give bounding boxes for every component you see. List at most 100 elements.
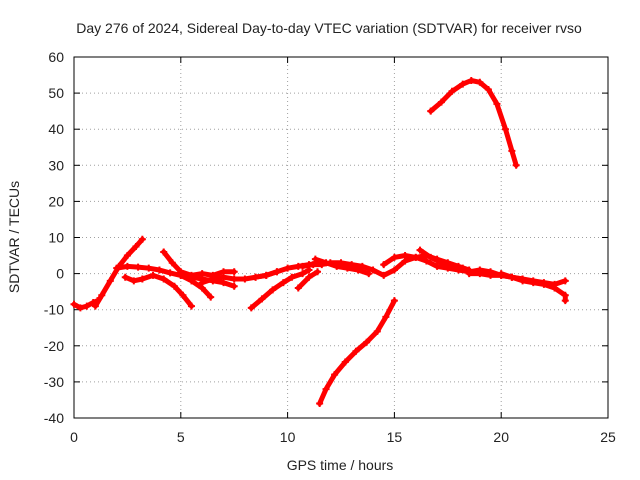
data-point bbox=[134, 263, 142, 271]
data-point bbox=[284, 264, 292, 272]
data-point bbox=[322, 259, 330, 267]
y-tick-label: -30 bbox=[44, 374, 64, 390]
x-tick-label: 5 bbox=[177, 429, 185, 445]
data-point bbox=[459, 80, 467, 88]
data-point bbox=[484, 85, 492, 93]
data-point bbox=[427, 107, 435, 115]
data-point bbox=[123, 252, 131, 260]
data-point bbox=[149, 271, 157, 279]
data-point bbox=[540, 280, 548, 288]
data-point bbox=[561, 297, 569, 305]
series-arc-16 bbox=[427, 76, 520, 169]
data-point bbox=[331, 371, 339, 379]
data-point bbox=[401, 252, 409, 260]
y-tick-label: 30 bbox=[48, 157, 64, 173]
data-point bbox=[230, 268, 238, 276]
y-axis: -40 -30 -20 -10 0 10 20 30 40 50 60 bbox=[44, 49, 608, 426]
chart-title: Day 276 of 2024, Sidereal Day-to-day VTE… bbox=[76, 20, 582, 36]
data-point bbox=[352, 347, 360, 355]
data-point bbox=[106, 277, 114, 285]
y-tick-label: 60 bbox=[48, 49, 64, 65]
data-point bbox=[416, 246, 424, 254]
data-point bbox=[465, 270, 473, 278]
data-point bbox=[501, 125, 509, 133]
data-point bbox=[170, 282, 178, 290]
data-point bbox=[123, 262, 131, 270]
data-point bbox=[493, 100, 501, 108]
y-tick-label: 50 bbox=[48, 85, 64, 101]
data-point bbox=[551, 284, 559, 292]
x-tick-label: 15 bbox=[387, 429, 403, 445]
data-point bbox=[83, 302, 91, 310]
data-point bbox=[198, 279, 206, 287]
data-point bbox=[247, 304, 255, 312]
data-point bbox=[209, 275, 217, 283]
x-tick-label: 10 bbox=[280, 429, 296, 445]
data-point bbox=[316, 400, 324, 408]
data-point bbox=[258, 295, 266, 303]
data-point bbox=[369, 266, 377, 274]
data-point bbox=[437, 98, 445, 106]
data-point bbox=[309, 261, 317, 269]
y-tick-label: -20 bbox=[44, 338, 64, 354]
series-arc-2 bbox=[91, 235, 146, 310]
x-tick-label: 0 bbox=[70, 429, 78, 445]
data-point bbox=[529, 279, 537, 287]
x-axis: 0 5 10 15 20 25 bbox=[70, 57, 616, 445]
data-point bbox=[305, 273, 313, 281]
data-point bbox=[459, 264, 467, 272]
y-tick-label: -10 bbox=[44, 302, 64, 318]
data-point bbox=[427, 253, 435, 261]
data-point bbox=[155, 266, 163, 274]
data-point bbox=[422, 257, 430, 265]
y-tick-label: 20 bbox=[48, 193, 64, 209]
data-point bbox=[299, 262, 307, 270]
series-arc-4 bbox=[121, 271, 195, 310]
series-line bbox=[428, 78, 519, 168]
data-point bbox=[177, 271, 185, 279]
data-point bbox=[365, 270, 373, 278]
x-tick-label: 25 bbox=[600, 429, 616, 445]
data-point bbox=[390, 297, 398, 305]
series-arc-10 bbox=[294, 268, 322, 292]
data-point bbox=[561, 277, 569, 285]
data-series-layer bbox=[70, 76, 569, 408]
data-point bbox=[519, 277, 527, 285]
data-point bbox=[508, 147, 516, 155]
data-point bbox=[187, 302, 195, 310]
series-arc-15 bbox=[416, 246, 467, 272]
data-point bbox=[448, 87, 456, 95]
data-point bbox=[179, 291, 187, 299]
data-point bbox=[380, 271, 388, 279]
data-point bbox=[168, 259, 176, 267]
y-axis-label: SDTVAR / TECUs bbox=[6, 181, 22, 293]
data-point bbox=[299, 270, 307, 278]
series-arc-12 bbox=[311, 255, 373, 278]
data-point bbox=[98, 291, 106, 299]
data-point bbox=[382, 313, 390, 321]
data-point bbox=[76, 304, 84, 312]
data-point bbox=[220, 273, 228, 281]
data-point bbox=[91, 302, 99, 310]
data-point bbox=[230, 282, 238, 290]
x-axis-label: GPS time / hours bbox=[287, 457, 394, 473]
data-point bbox=[412, 253, 420, 261]
data-point bbox=[273, 268, 281, 276]
data-point bbox=[333, 262, 341, 270]
data-point bbox=[262, 271, 270, 279]
data-point bbox=[354, 266, 362, 274]
data-point bbox=[358, 262, 366, 270]
data-point bbox=[341, 358, 349, 366]
data-point bbox=[132, 243, 140, 251]
data-point bbox=[476, 270, 484, 278]
series-arc-13 bbox=[316, 297, 398, 408]
data-point bbox=[113, 264, 121, 272]
data-point bbox=[269, 286, 277, 294]
data-point bbox=[288, 273, 296, 281]
data-point bbox=[380, 261, 388, 269]
series-arc-6 bbox=[177, 271, 215, 301]
data-point bbox=[130, 277, 138, 285]
data-point bbox=[187, 277, 195, 285]
series-arc-5 bbox=[160, 248, 238, 279]
data-point bbox=[145, 264, 153, 272]
